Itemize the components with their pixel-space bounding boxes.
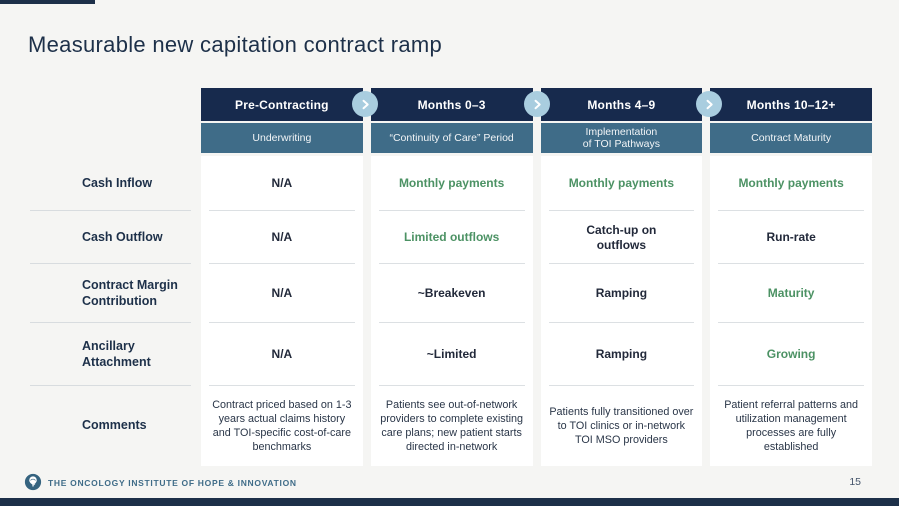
- table-cell: Ramping: [541, 264, 703, 323]
- row-label-cash-outflow: Cash Outflow: [0, 211, 193, 264]
- row-label-ancillary: Ancillary Attachment: [0, 323, 193, 386]
- table-cell: Run-rate: [710, 211, 872, 264]
- phase-arrow: [696, 91, 722, 117]
- table-cell: Ramping: [541, 323, 703, 386]
- cell-value: Limited outflows: [403, 230, 500, 244]
- column-body: Monthly payments Limited outflows ~Break…: [370, 156, 533, 466]
- table-cell: Patient referral patterns and utilizatio…: [710, 386, 872, 466]
- phase-header: Pre-Contracting: [201, 88, 363, 121]
- table-cell: ~Limited: [371, 323, 533, 386]
- table-cell: Growing: [710, 323, 872, 386]
- table-cell: Patients fully transitioned over to TOI …: [541, 386, 703, 466]
- cell-value: Catch-up on outflows: [586, 222, 657, 252]
- column-months-0-3: Months 0–3 “Continuity of Care” Period M…: [370, 88, 533, 466]
- comment-text: Patient referral patterns and utilizatio…: [724, 398, 859, 454]
- page-number: 15: [849, 476, 861, 488]
- cell-value: ~Limited: [426, 347, 477, 361]
- phase-subheader: “Continuity of Care” Period: [370, 123, 533, 153]
- table-cell: Monthly payments: [371, 156, 533, 211]
- cell-value: Monthly payments: [738, 176, 844, 190]
- phase-arrow: [524, 91, 550, 117]
- phase-subheader: Contract Maturity: [710, 123, 872, 153]
- cell-value: Maturity: [767, 286, 815, 300]
- table-cell: Maturity: [710, 264, 872, 323]
- cell-value: N/A: [271, 286, 293, 300]
- cell-value: N/A: [271, 230, 293, 244]
- row-label-cash-inflow: Cash Inflow: [0, 156, 193, 211]
- cell-value: N/A: [271, 347, 293, 361]
- table-cell: N/A: [201, 156, 363, 211]
- slide-footer: THE ONCOLOGY INSTITUTE OF HOPE & INNOVAT…: [0, 468, 899, 498]
- table-cell: Contract priced based on 1-3 years actua…: [201, 386, 363, 466]
- label-column-spacer: [0, 88, 193, 156]
- phase-subheader: Implementation of TOI Pathways: [540, 123, 703, 153]
- footer-brand-text: THE ONCOLOGY INSTITUTE OF HOPE & INNOVAT…: [48, 478, 297, 488]
- phase-header: Months 4–9: [540, 88, 703, 121]
- cell-value: Ramping: [595, 347, 648, 361]
- table-cell: Catch-up on outflows: [541, 211, 703, 264]
- cell-value: Ramping: [595, 286, 648, 300]
- comment-text: Contract priced based on 1-3 years actua…: [212, 398, 352, 454]
- table-cell: N/A: [201, 264, 363, 323]
- cell-value: N/A: [271, 176, 293, 190]
- comment-text: Patients fully transitioned over to TOI …: [549, 405, 694, 447]
- cell-value: ~Breakeven: [417, 286, 486, 300]
- phase-subheader: Underwriting: [201, 123, 363, 153]
- table-cell: Monthly payments: [541, 156, 703, 211]
- phase-arrow: [352, 91, 378, 117]
- table-cell: ~Breakeven: [371, 264, 533, 323]
- column-months-10-12: Months 10–12+ Contract Maturity Monthly …: [710, 88, 872, 466]
- toi-tree-logo-icon: [24, 473, 42, 491]
- row-label-column: Cash Inflow Cash Outflow Contract Margin…: [0, 88, 193, 466]
- column-months-4-9: Months 4–9 Implementation of TOI Pathway…: [540, 88, 703, 466]
- column-body: N/A N/A N/A N/A Contract priced based on…: [201, 156, 363, 466]
- column-body: Monthly payments Catch-up on outflows Ra…: [540, 156, 703, 466]
- column-body: Monthly payments Run-rate Maturity Growi…: [710, 156, 872, 466]
- table-cell: Monthly payments: [710, 156, 872, 211]
- chevron-right-icon: [532, 99, 543, 110]
- comment-text: Patients see out-of-network providers to…: [380, 398, 524, 454]
- table-cell: N/A: [201, 211, 363, 264]
- table-cell: Limited outflows: [371, 211, 533, 264]
- phase-header: Months 0–3: [370, 88, 533, 121]
- row-label-comments: Comments: [82, 418, 147, 433]
- cell-value: Monthly payments: [398, 176, 505, 190]
- contract-ramp-table: Cash Inflow Cash Outflow Contract Margin…: [0, 88, 872, 466]
- page-title: Measurable new capitation contract ramp: [28, 32, 443, 57]
- cell-value: Run-rate: [766, 230, 816, 244]
- cell-value: Monthly payments: [568, 176, 675, 190]
- chevron-right-icon: [360, 99, 371, 110]
- table-cell: Patients see out-of-network providers to…: [371, 386, 533, 466]
- row-label-contract-margin: Contract Margin Contribution: [0, 264, 193, 323]
- top-accent-bar: [0, 0, 95, 4]
- chevron-right-icon: [704, 99, 715, 110]
- cell-value: Growing: [766, 347, 816, 361]
- phase-header: Months 10–12+: [710, 88, 872, 121]
- table-cell: N/A: [201, 323, 363, 386]
- bottom-accent-bar: [0, 498, 899, 506]
- column-pre-contracting: Pre-Contracting Underwriting N/A N/A N/A…: [201, 88, 363, 466]
